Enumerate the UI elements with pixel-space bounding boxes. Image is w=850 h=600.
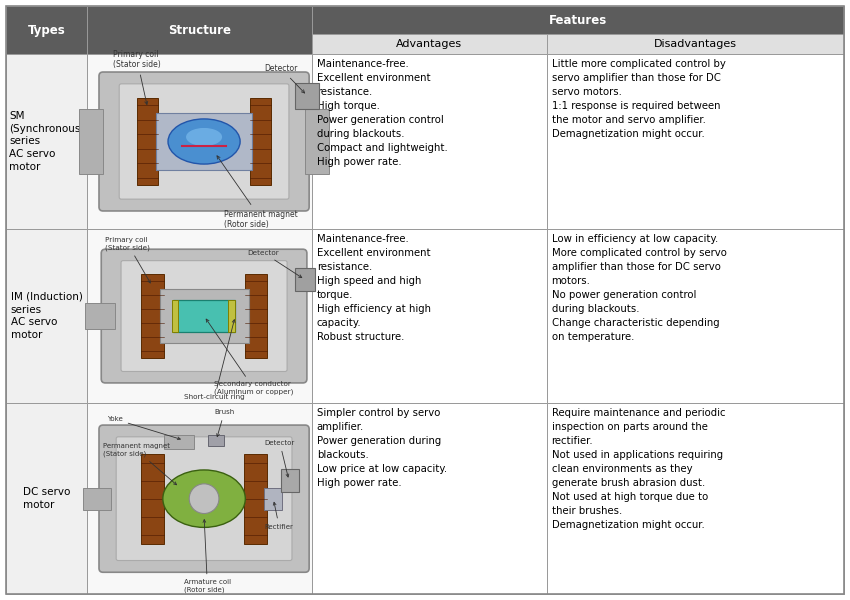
FancyBboxPatch shape	[121, 260, 287, 371]
Bar	[86, 304, 115, 329]
Text: Low in efficiency at low capacity.
More complicated control by servo
amplifier t: Low in efficiency at low capacity. More …	[552, 234, 727, 342]
Bar	[295, 268, 314, 291]
Bar	[88, 6, 312, 54]
Text: Brush: Brush	[214, 409, 235, 437]
Text: Short-circuit ring: Short-circuit ring	[184, 320, 245, 400]
Text: Permanent magnet
(Stator side): Permanent magnet (Stator side)	[103, 443, 177, 485]
Text: Rectifier: Rectifier	[264, 502, 293, 530]
Bar	[173, 300, 235, 332]
FancyBboxPatch shape	[99, 72, 309, 211]
Bar	[79, 109, 103, 174]
Bar	[312, 403, 547, 594]
Text: DC servo
motor: DC servo motor	[23, 487, 71, 510]
Ellipse shape	[186, 128, 222, 146]
Bar	[547, 229, 844, 403]
Bar	[245, 454, 267, 544]
Text: Types: Types	[28, 23, 65, 37]
Bar	[6, 54, 88, 229]
Bar	[312, 34, 547, 54]
Bar	[312, 54, 547, 229]
Bar	[208, 434, 224, 446]
Text: Structure: Structure	[168, 23, 231, 37]
Bar	[6, 6, 88, 54]
Bar	[137, 98, 158, 185]
Bar	[312, 229, 547, 403]
Bar	[312, 6, 844, 34]
Bar	[173, 300, 178, 332]
Bar	[141, 274, 163, 358]
Bar	[141, 454, 164, 544]
Bar	[156, 113, 252, 170]
Text: Armature coil
(Rotor side): Armature coil (Rotor side)	[184, 520, 231, 593]
Text: Maintenance-free.
Excellent environment
resistance.
High speed and high
torque.
: Maintenance-free. Excellent environment …	[317, 234, 431, 342]
Circle shape	[190, 484, 219, 514]
Text: Yoke: Yoke	[107, 416, 180, 440]
FancyBboxPatch shape	[119, 84, 289, 199]
Text: Detector: Detector	[247, 250, 302, 278]
Bar	[547, 34, 844, 54]
Bar	[264, 488, 282, 510]
Bar	[295, 83, 320, 109]
Text: Detector: Detector	[264, 64, 304, 93]
Text: Primary coil
(Stator side): Primary coil (Stator side)	[113, 50, 161, 104]
Bar	[245, 274, 267, 358]
Bar	[305, 109, 330, 174]
FancyBboxPatch shape	[101, 249, 307, 383]
Text: Little more complicated control by
servo amplifier than those for DC
servo motor: Little more complicated control by servo…	[552, 59, 725, 139]
Text: Advantages: Advantages	[396, 39, 462, 49]
Bar	[88, 54, 312, 229]
Text: Permanent magnet
(Rotor side): Permanent magnet (Rotor side)	[217, 156, 298, 229]
Bar	[547, 403, 844, 594]
Bar	[6, 229, 88, 403]
Bar	[82, 488, 111, 510]
Text: Disadvantages: Disadvantages	[654, 39, 737, 49]
Text: Features: Features	[549, 14, 607, 26]
Ellipse shape	[163, 470, 246, 527]
Bar	[229, 300, 235, 332]
Text: Require maintenance and periodic
inspection on parts around the
rectifier.
Not u: Require maintenance and periodic inspect…	[552, 409, 725, 530]
Ellipse shape	[168, 119, 240, 164]
Bar	[547, 54, 844, 229]
Text: Detector: Detector	[264, 440, 295, 477]
FancyBboxPatch shape	[99, 425, 309, 572]
Text: Secondary conductor
(Aluminum or copper): Secondary conductor (Aluminum or copper)	[207, 319, 293, 395]
Text: IM (Induction)
series
AC servo
motor: IM (Induction) series AC servo motor	[11, 292, 82, 340]
Bar	[280, 469, 299, 492]
Text: Primary coil
(Stator side): Primary coil (Stator side)	[105, 237, 150, 283]
Bar	[88, 403, 312, 594]
Text: SM
(Synchronous)
series
AC servo
motor: SM (Synchronous) series AC servo motor	[9, 111, 84, 172]
Bar	[160, 289, 249, 343]
Text: Maintenance-free.
Excellent environment
resistance.
High torque.
Power generatio: Maintenance-free. Excellent environment …	[317, 59, 448, 167]
Text: Simpler control by servo
amplifier.
Power generation during
blackouts.
Low price: Simpler control by servo amplifier. Powe…	[317, 409, 447, 488]
Bar	[164, 434, 194, 449]
Bar	[88, 229, 312, 403]
Bar	[250, 98, 271, 185]
Bar	[6, 403, 88, 594]
FancyBboxPatch shape	[116, 437, 292, 560]
